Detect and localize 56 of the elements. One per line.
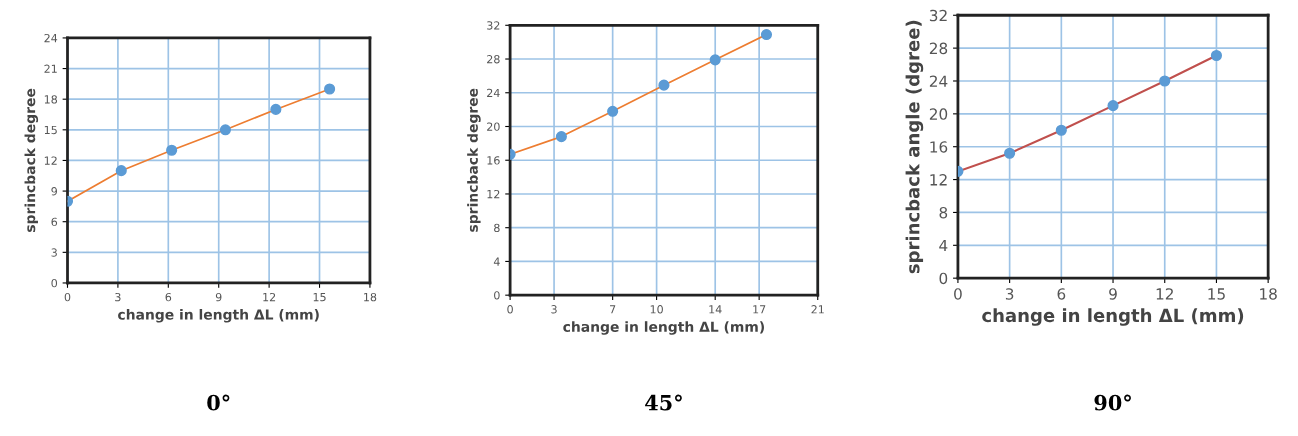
- x-tick-label: 21: [811, 305, 824, 314]
- y-tick-label: 16: [930, 141, 948, 153]
- y-tick-label: 12: [487, 189, 500, 199]
- x-tick-label: 7: [610, 305, 616, 314]
- x-axis-title: change in length ΔL (mm): [563, 321, 764, 335]
- y-tick-label: 4: [939, 239, 948, 252]
- x-tick-label: 15: [1208, 288, 1225, 300]
- x-tick-label: 6: [165, 292, 172, 302]
- y-tick-label: 6: [51, 217, 58, 227]
- text: 90°: [1094, 394, 1131, 411]
- y-tick-label: 16: [487, 156, 500, 165]
- x-tick-label: 18: [364, 292, 377, 302]
- x-tick-label: 6: [1057, 288, 1066, 300]
- x-tick-label: 9: [1109, 288, 1117, 300]
- y-tick-label: 21: [44, 64, 57, 73]
- y-tick-label: 32: [929, 9, 947, 22]
- y-tick-label: 18: [44, 95, 58, 104]
- text: 45°: [645, 394, 682, 411]
- x-tick-label: 12: [1156, 288, 1173, 300]
- x-tick-label: 3: [551, 305, 557, 314]
- x-axis-title: change in length ΔL (mm): [118, 309, 319, 323]
- y-tick-label: 8: [494, 223, 500, 233]
- y-tick-label: 20: [929, 108, 948, 120]
- y-tick-label: 28: [487, 55, 500, 64]
- x-tick-label: 10: [650, 305, 663, 314]
- x-tick-label: 3: [1005, 288, 1014, 300]
- x-tick-label: 12: [263, 292, 276, 302]
- x-tick-label: 17: [753, 305, 766, 314]
- y-tick-label: 8: [939, 206, 948, 219]
- y-tick-label: 32: [487, 21, 500, 30]
- y-tick-label: 4: [493, 257, 500, 266]
- y-tick-label: 12: [930, 174, 947, 186]
- y-axis-title: sprincback degree: [24, 88, 39, 233]
- y-tick-label: 15: [44, 125, 57, 135]
- y-tick-label: 12: [44, 156, 57, 165]
- y-tick-label: 24: [929, 75, 948, 87]
- y-tick-label: 28: [929, 42, 948, 55]
- x-tick-label: 9: [215, 292, 222, 302]
- y-tick-label: 24: [487, 88, 500, 97]
- y-axis-title: sprincback degree: [467, 88, 481, 232]
- y-tick-label: 9: [51, 187, 57, 196]
- x-tick-label: 3: [115, 292, 121, 302]
- x-tick-label: 0: [954, 288, 962, 300]
- x-tick-label: 0: [507, 305, 513, 314]
- y-tick-label: 3: [51, 248, 57, 257]
- y-tick-label: 0: [51, 278, 58, 288]
- text: 0°: [207, 394, 230, 411]
- x-tick-label: 18: [1260, 288, 1277, 300]
- y-tick-label: 24: [44, 33, 58, 43]
- y-axis-title: sprincback angle (dgree): [905, 20, 924, 274]
- x-axis-title: change in length ΔL (mm): [982, 308, 1244, 326]
- x-tick-label: 15: [313, 293, 326, 302]
- y-tick-label: 0: [939, 272, 948, 285]
- y-tick-label: 20: [487, 122, 500, 131]
- x-tick-label: 0: [64, 292, 71, 302]
- x-tick-label: 14: [709, 305, 722, 314]
